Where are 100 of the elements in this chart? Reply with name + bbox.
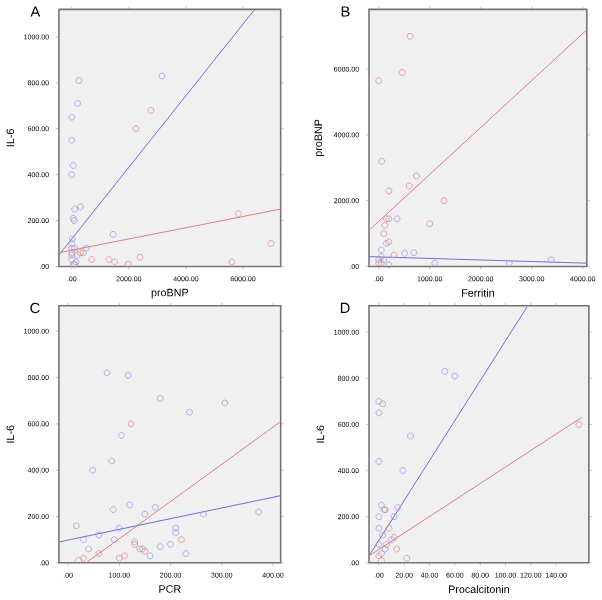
point: [68, 137, 76, 144]
point: [118, 432, 125, 439]
point: [200, 511, 207, 518]
point: [109, 231, 117, 238]
point: [95, 531, 103, 539]
point: [132, 125, 140, 133]
point: [255, 508, 262, 516]
point: [575, 421, 583, 428]
point: [85, 545, 92, 553]
point: [235, 210, 242, 218]
point: [406, 33, 414, 40]
point: [178, 536, 185, 544]
point: [451, 372, 459, 380]
point: [221, 399, 229, 407]
point: [413, 172, 420, 180]
point: [109, 506, 117, 514]
point: [147, 107, 155, 114]
point: [378, 158, 386, 165]
point: [172, 524, 180, 532]
point: [381, 222, 389, 229]
point: [116, 555, 123, 562]
point: [390, 251, 398, 259]
point: [141, 548, 149, 555]
point: [375, 541, 383, 548]
point: [381, 545, 389, 553]
point: [385, 261, 393, 269]
point: [167, 541, 174, 548]
point: [89, 467, 97, 474]
point: [431, 260, 439, 267]
point: [69, 235, 76, 243]
point: [69, 215, 77, 222]
point: [440, 197, 448, 205]
point: [68, 114, 76, 121]
point: [103, 369, 111, 377]
point: [398, 69, 406, 76]
point: [124, 261, 132, 268]
point: [390, 513, 398, 521]
point: [75, 77, 83, 85]
point: [547, 256, 555, 264]
point: [71, 205, 78, 213]
point: [151, 504, 159, 511]
point: [375, 458, 383, 465]
point: [157, 395, 164, 402]
point: [124, 372, 132, 379]
point: [88, 256, 96, 264]
point: [186, 409, 193, 416]
point: [375, 525, 383, 532]
point: [505, 260, 513, 267]
point: [385, 525, 393, 532]
point: [79, 249, 87, 257]
point: [403, 555, 411, 562]
point: [267, 240, 275, 248]
point: [228, 258, 236, 266]
point: [399, 467, 407, 475]
point: [375, 409, 383, 417]
point: [80, 555, 87, 562]
point: [68, 240, 76, 248]
point: [378, 502, 385, 509]
point: [405, 182, 413, 190]
point: [407, 432, 414, 440]
point: [127, 420, 135, 428]
point: [68, 256, 76, 264]
point: [146, 552, 154, 560]
point: [378, 557, 385, 565]
point: [69, 162, 77, 169]
point: [126, 501, 133, 509]
point: [385, 187, 393, 195]
point: [401, 250, 409, 257]
point: [80, 536, 87, 544]
point: [377, 246, 385, 254]
point: [121, 552, 128, 560]
point: [73, 522, 80, 530]
point: [157, 543, 164, 551]
point: [77, 203, 84, 211]
point: [136, 254, 144, 261]
point: [426, 220, 434, 228]
point: [182, 550, 190, 558]
point: [108, 457, 115, 465]
point: [393, 545, 400, 553]
point: [105, 256, 113, 264]
point: [111, 258, 118, 266]
point: [383, 541, 390, 548]
point: [394, 504, 402, 511]
point: [158, 72, 166, 80]
point: [379, 532, 386, 539]
point: [82, 244, 90, 252]
point: [95, 550, 103, 558]
point: [116, 524, 123, 532]
point: [172, 529, 180, 537]
point: [141, 511, 149, 518]
point: [75, 557, 82, 565]
point: [70, 217, 78, 225]
point: [375, 513, 383, 521]
point: [68, 171, 76, 179]
point: [410, 249, 418, 257]
point: [441, 368, 449, 375]
point: [393, 215, 401, 223]
point: [74, 100, 81, 108]
point: [110, 536, 118, 544]
point: [375, 77, 383, 85]
